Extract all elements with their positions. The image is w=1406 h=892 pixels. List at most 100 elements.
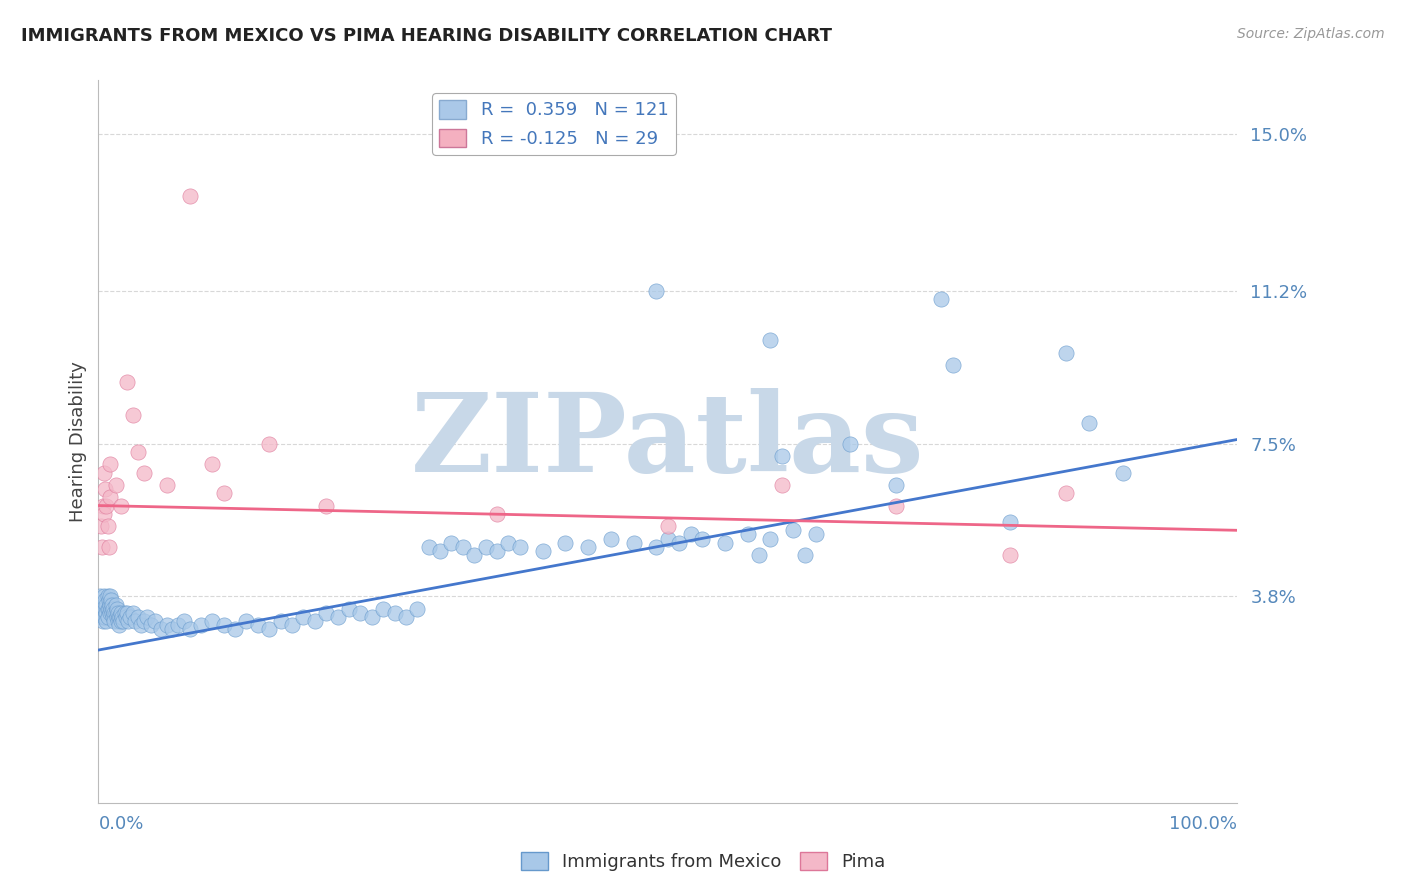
Point bbox=[474, 540, 496, 554]
Point bbox=[759, 532, 782, 546]
Point bbox=[418, 540, 440, 554]
Point bbox=[93, 590, 115, 604]
Point bbox=[145, 614, 167, 628]
Point bbox=[395, 610, 418, 624]
Point bbox=[103, 610, 125, 624]
Text: 100.0%: 100.0% bbox=[1170, 815, 1237, 833]
Point bbox=[121, 606, 143, 620]
Point bbox=[235, 614, 257, 628]
Point bbox=[97, 593, 120, 607]
Point bbox=[645, 540, 668, 554]
Point bbox=[371, 601, 394, 615]
Point bbox=[107, 606, 129, 620]
Point bbox=[110, 606, 132, 620]
Point bbox=[127, 445, 149, 459]
Point bbox=[804, 527, 827, 541]
Point bbox=[349, 606, 371, 620]
Point bbox=[97, 601, 120, 615]
Point bbox=[132, 466, 155, 480]
Point bbox=[114, 610, 136, 624]
Point bbox=[104, 598, 127, 612]
Point bbox=[105, 610, 128, 624]
Point bbox=[97, 540, 120, 554]
Point bbox=[96, 610, 118, 624]
Point bbox=[96, 590, 118, 604]
Point bbox=[150, 623, 173, 637]
Point bbox=[96, 614, 118, 628]
Point bbox=[98, 490, 121, 504]
Point bbox=[748, 548, 770, 562]
Point bbox=[190, 618, 212, 632]
Point bbox=[120, 610, 142, 624]
Point bbox=[96, 598, 118, 612]
Point bbox=[486, 507, 509, 521]
Point bbox=[90, 601, 112, 615]
Point bbox=[281, 618, 304, 632]
Point bbox=[124, 614, 146, 628]
Point bbox=[108, 610, 131, 624]
Point bbox=[117, 614, 139, 628]
Point bbox=[110, 614, 132, 628]
Point bbox=[1078, 416, 1101, 430]
Point bbox=[1054, 486, 1078, 500]
Point bbox=[101, 606, 124, 620]
Point bbox=[270, 614, 292, 628]
Point bbox=[224, 623, 246, 637]
Point bbox=[451, 540, 474, 554]
Point bbox=[136, 610, 159, 624]
Point bbox=[100, 601, 122, 615]
Point bbox=[94, 610, 117, 624]
Point bbox=[98, 598, 121, 612]
Point bbox=[98, 606, 121, 620]
Point bbox=[90, 598, 112, 612]
Point bbox=[93, 606, 115, 620]
Point bbox=[100, 593, 122, 607]
Point bbox=[645, 284, 668, 298]
Point bbox=[201, 614, 224, 628]
Point bbox=[96, 499, 118, 513]
Point bbox=[90, 540, 112, 554]
Point bbox=[600, 532, 623, 546]
Point bbox=[360, 610, 382, 624]
Point bbox=[139, 618, 162, 632]
Point bbox=[89, 590, 111, 604]
Point bbox=[759, 334, 782, 348]
Point bbox=[942, 358, 965, 372]
Point bbox=[782, 524, 804, 538]
Point bbox=[304, 614, 326, 628]
Point bbox=[509, 540, 531, 554]
Point bbox=[498, 535, 520, 549]
Point bbox=[96, 606, 118, 620]
Point bbox=[668, 535, 690, 549]
Text: 0.0%: 0.0% bbox=[98, 815, 143, 833]
Point bbox=[998, 548, 1021, 562]
Point bbox=[884, 499, 907, 513]
Point bbox=[315, 606, 337, 620]
Point bbox=[162, 623, 184, 637]
Point bbox=[167, 618, 190, 632]
Y-axis label: Hearing Disability: Hearing Disability bbox=[69, 361, 87, 522]
Point bbox=[104, 606, 127, 620]
Point bbox=[101, 598, 124, 612]
Point bbox=[929, 292, 952, 306]
Point bbox=[737, 527, 759, 541]
Point bbox=[212, 486, 235, 500]
Point bbox=[103, 614, 125, 628]
Point bbox=[108, 618, 131, 632]
Point bbox=[179, 623, 201, 637]
Point bbox=[1112, 466, 1135, 480]
Point bbox=[115, 606, 138, 620]
Point bbox=[884, 478, 907, 492]
Point bbox=[246, 618, 269, 632]
Point bbox=[554, 535, 576, 549]
Point bbox=[576, 540, 599, 554]
Point bbox=[259, 623, 281, 637]
Point bbox=[406, 601, 429, 615]
Point bbox=[121, 408, 143, 422]
Point bbox=[679, 527, 702, 541]
Point bbox=[770, 478, 793, 492]
Point bbox=[104, 478, 127, 492]
Point bbox=[839, 436, 862, 450]
Point bbox=[93, 610, 115, 624]
Point bbox=[90, 519, 112, 533]
